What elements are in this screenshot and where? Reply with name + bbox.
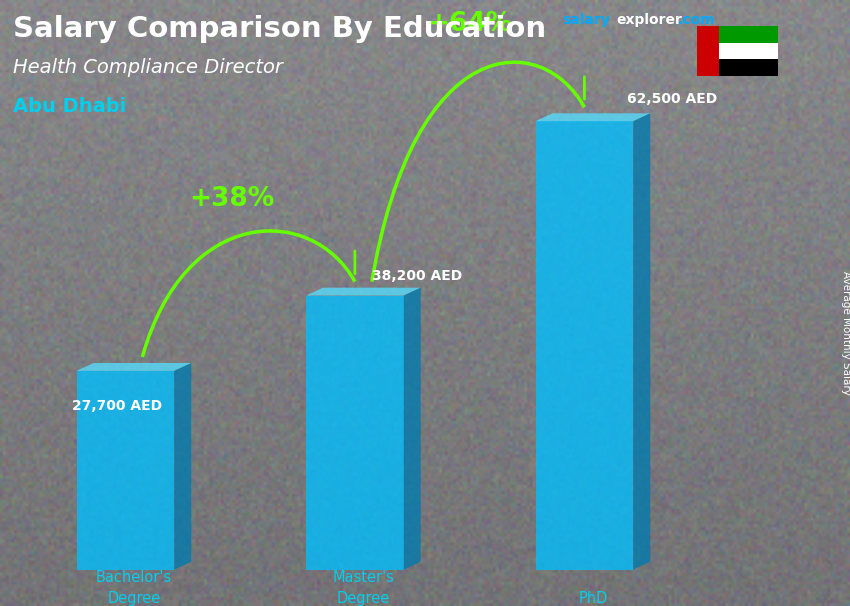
Text: explorer: explorer [616,13,683,27]
Bar [697,26,719,76]
Text: 27,700 AED: 27,700 AED [72,399,162,413]
Polygon shape [536,121,633,570]
Polygon shape [174,363,191,570]
Text: Abu Dhabi: Abu Dhabi [13,97,126,116]
Polygon shape [536,113,650,121]
Polygon shape [76,363,191,371]
Text: Average Monthly Salary: Average Monthly Salary [841,271,850,395]
Text: .com: .com [677,13,715,27]
Text: +38%: +38% [189,185,275,211]
Text: Salary Comparison By Education: Salary Comparison By Education [13,15,546,43]
Text: Health Compliance Director: Health Compliance Director [13,58,282,76]
Polygon shape [404,288,421,570]
Text: salary: salary [563,13,610,27]
Text: 62,500 AED: 62,500 AED [626,92,717,106]
Polygon shape [633,113,650,570]
Text: 38,200 AED: 38,200 AED [371,270,462,284]
Polygon shape [306,296,404,570]
Text: Master's
Degree: Master's Degree [332,570,394,606]
Text: PhD: PhD [578,591,608,606]
Bar [697,26,778,42]
Bar [697,59,778,76]
Polygon shape [306,288,421,296]
Bar [697,42,778,59]
Text: +64%: +64% [427,12,513,37]
Polygon shape [76,371,174,570]
Text: Bachelor's
Degree: Bachelor's Degree [96,570,172,606]
